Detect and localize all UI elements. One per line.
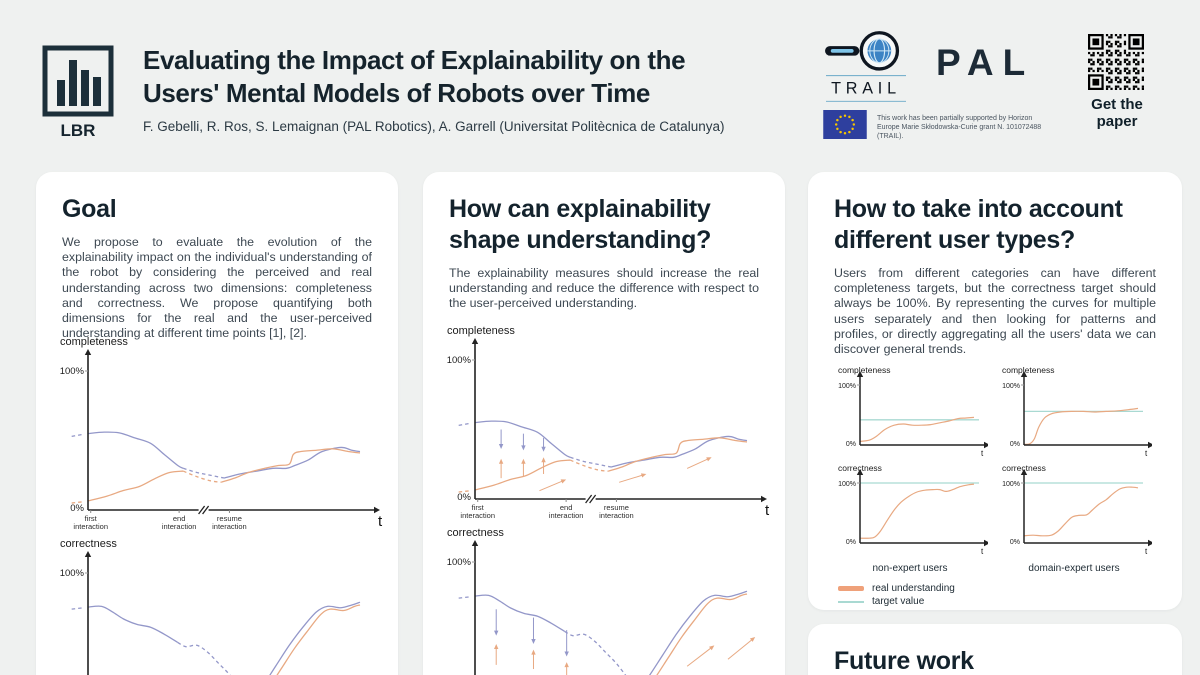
goal-correctness-chart: correctness100%0%tfirstinteractionendint…: [60, 538, 361, 675]
svg-text:100%: 100%: [60, 366, 85, 377]
svg-text:t: t: [981, 547, 984, 556]
card-user-types: How to take into account different user …: [808, 172, 1182, 610]
svg-text:interaction: interaction: [549, 511, 584, 520]
poster-authors: F. Gebelli, R. Ros, S. Lemaignan (PAL Ro…: [143, 119, 725, 134]
poster-title: Evaluating the Impact of Explainability …: [143, 45, 686, 108]
card-user-types-body: Users from different categories can have…: [834, 266, 1156, 357]
qr-caption: Get the paper: [1091, 96, 1143, 130]
svg-text:100%: 100%: [447, 355, 472, 366]
svg-text:t: t: [765, 502, 770, 519]
title-block: Evaluating the Impact of Explainability …: [143, 44, 803, 134]
qr-block: Get the paper: [1088, 34, 1146, 130]
svg-text:100%: 100%: [1002, 383, 1020, 390]
svg-text:100%: 100%: [447, 557, 472, 568]
svg-text:resume: resume: [604, 503, 629, 512]
shape-completeness-chart: completeness100%0%tfirstinteractionendin…: [447, 325, 770, 520]
svg-text:correctness: correctness: [60, 538, 117, 550]
svg-text:end: end: [173, 514, 186, 523]
svg-text:interaction: interaction: [212, 522, 247, 531]
expert-correctness-chart: correctness 100% 0% t: [1002, 463, 1152, 556]
legend-item-real: real understanding: [838, 582, 1156, 595]
svg-text:correctness: correctness: [447, 527, 504, 539]
lbr-barchart-icon: LBR: [42, 45, 114, 140]
eu-funding: This work has been partially supported b…: [823, 110, 1053, 141]
nonexpert-completeness-chart: completeness 100% 0% t: [838, 365, 988, 458]
caption-domain-expert: domain-expert users: [1028, 563, 1120, 575]
svg-text:0%: 0%: [846, 539, 856, 546]
svg-text:t: t: [378, 513, 383, 530]
card-shape-understanding: How can explainability shape understandi…: [423, 172, 785, 675]
svg-text:completeness: completeness: [838, 365, 890, 375]
svg-text:completeness: completeness: [1002, 365, 1054, 375]
svg-text:completeness: completeness: [60, 336, 128, 348]
svg-text:end: end: [560, 503, 573, 512]
eu-flag-icon: [823, 110, 867, 139]
svg-text:correctness: correctness: [838, 463, 882, 473]
target-value-swatch: [838, 600, 864, 603]
card-shape-title: How can explainability shape understandi…: [449, 195, 712, 254]
goal-completeness-chart: completeness100%0%tfirstinteractionendin…: [60, 336, 383, 531]
magnifier-icon: TRAIL: [825, 31, 906, 102]
trail-logo: TRAIL: [822, 28, 910, 108]
chart-legend: real understanding target value: [838, 582, 1156, 608]
expert-completeness-chart: completeness 100% 0% t: [1002, 365, 1152, 458]
svg-text:t: t: [1145, 547, 1148, 556]
svg-text:0%: 0%: [70, 503, 84, 514]
card-goal-body: We propose to evaluate the evolution of …: [62, 235, 372, 341]
svg-text:interaction: interaction: [73, 522, 108, 531]
shape-correctness-chart: correctness100%0%tfirstinteractionendint…: [447, 527, 756, 675]
svg-text:resume: resume: [217, 514, 242, 523]
svg-text:0%: 0%: [1010, 441, 1020, 448]
lbr-logo: LBR: [40, 44, 118, 142]
card-goal-title: Goal: [62, 195, 117, 223]
svg-text:100%: 100%: [838, 481, 856, 488]
svg-text:interaction: interaction: [460, 511, 495, 520]
nonexpert-correctness-chart: correctness 100% 0% t: [838, 463, 988, 556]
svg-text:interaction: interaction: [162, 522, 197, 531]
svg-text:completeness: completeness: [447, 325, 515, 337]
svg-text:0%: 0%: [1010, 539, 1020, 546]
lbr-logo-text: LBR: [61, 121, 96, 140]
pal-logo: PAL: [936, 42, 1035, 83]
svg-text:100%: 100%: [60, 568, 85, 579]
svg-text:first: first: [85, 514, 98, 523]
svg-text:first: first: [472, 503, 485, 512]
card-future-work: Future work: [808, 624, 1182, 675]
svg-text:interaction: interaction: [599, 511, 634, 520]
svg-text:correctness: correctness: [1002, 463, 1046, 473]
real-understanding-swatch: [838, 586, 864, 592]
card-goal: Goal We propose to evaluate the evolutio…: [36, 172, 398, 675]
svg-text:t: t: [981, 449, 984, 458]
svg-text:0%: 0%: [846, 441, 856, 448]
svg-text:0%: 0%: [457, 492, 471, 503]
svg-text:100%: 100%: [1002, 481, 1020, 488]
legend-label: target value: [872, 596, 925, 608]
card-user-types-title: How to take into account different user …: [834, 195, 1123, 254]
svg-text:100%: 100%: [838, 383, 856, 390]
mini-chart-grid: completeness 100% 0% t completeness 100% 0% t …: [828, 365, 1156, 574]
card-shape-body: The explainability measures should incre…: [449, 266, 759, 311]
card-future-title: Future work: [834, 647, 974, 675]
legend-label: real understanding: [872, 583, 955, 595]
trail-logo-text: TRAIL: [831, 80, 901, 98]
svg-text:t: t: [1145, 449, 1148, 458]
caption-non-expert: non-expert users: [872, 563, 948, 575]
legend-item-target: target value: [838, 595, 1156, 608]
qr-code: [1088, 34, 1144, 90]
funding-text: This work has been partially supported b…: [877, 115, 1042, 140]
